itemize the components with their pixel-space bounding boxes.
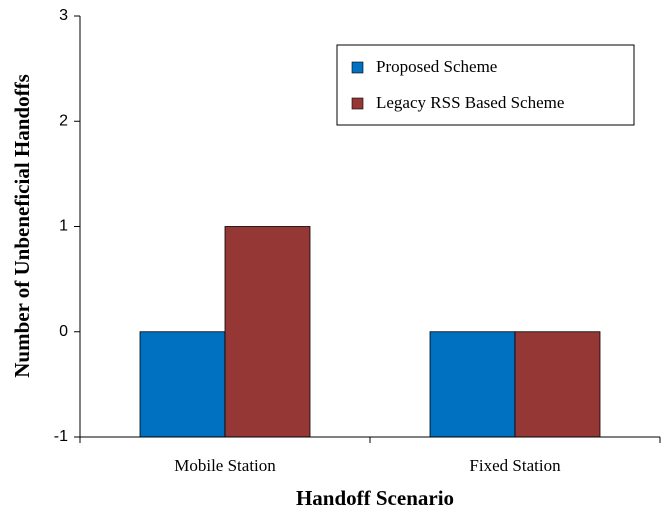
bar xyxy=(429,331,516,438)
bar xyxy=(514,331,601,438)
y-tick-label: 2 xyxy=(59,112,68,129)
legend-label: Proposed Scheme xyxy=(376,57,497,76)
bar xyxy=(139,331,226,438)
y-tick-label: -1 xyxy=(54,428,68,445)
x-axis-title: Handoff Scenario xyxy=(296,486,454,510)
y-tick-label: 3 xyxy=(59,7,68,24)
legend-label: Legacy RSS Based Scheme xyxy=(376,93,564,112)
y-tick-label: 0 xyxy=(59,323,68,340)
legend-box xyxy=(336,44,635,126)
bar xyxy=(224,226,311,438)
legend-swatch xyxy=(351,61,364,74)
y-tick-label: 1 xyxy=(59,218,68,235)
legend-swatch xyxy=(351,97,364,110)
x-tick-label: Fixed Station xyxy=(469,456,561,475)
x-tick-label: Mobile Station xyxy=(174,456,276,475)
y-axis-title: Number of Unbeneficial Handoffs xyxy=(10,74,34,378)
